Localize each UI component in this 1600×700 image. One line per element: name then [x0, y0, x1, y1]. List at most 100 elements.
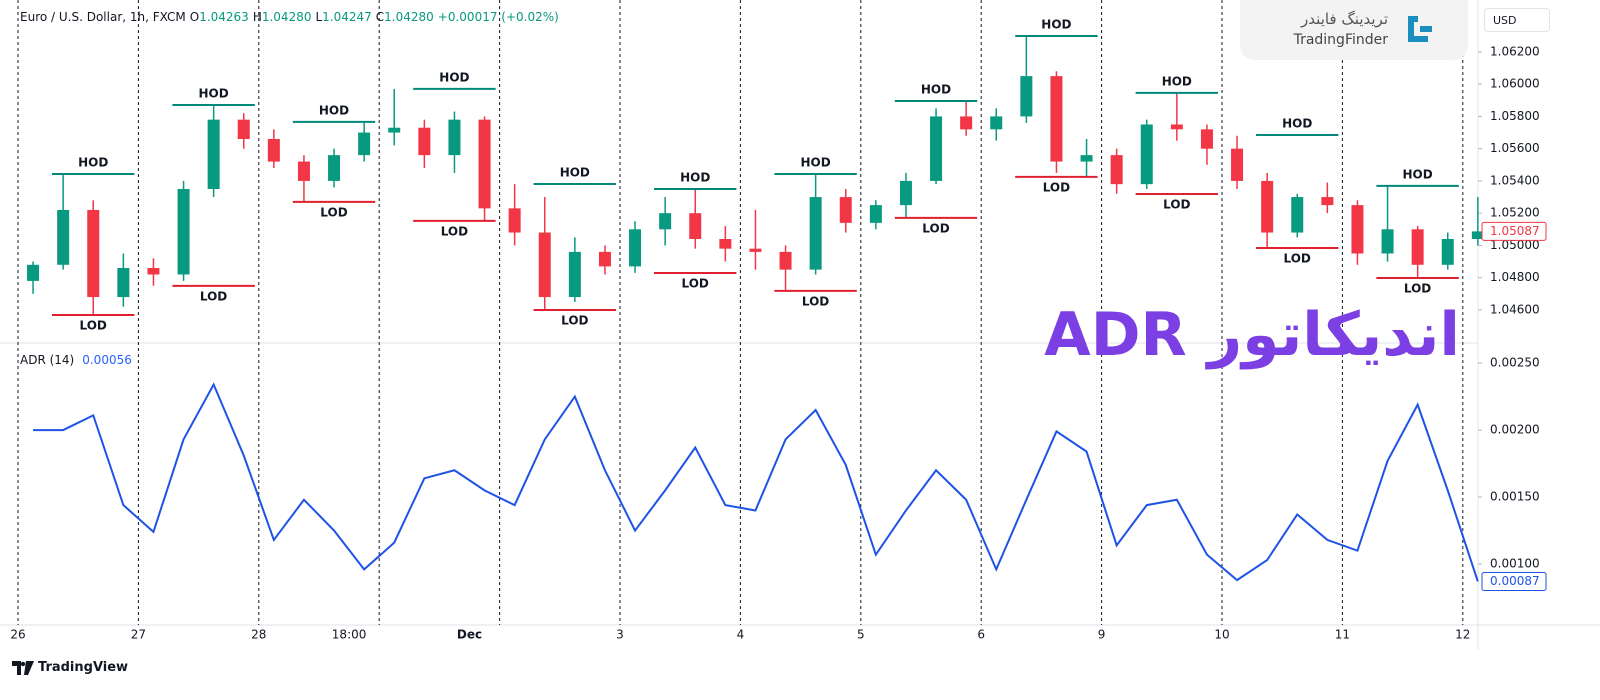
candle-body [328, 155, 341, 181]
level-label: LOD [200, 289, 227, 303]
candle-body [27, 264, 40, 281]
candle-body [358, 132, 371, 156]
level-label: HOD [921, 82, 951, 96]
level-label: LOD [802, 294, 829, 308]
candle-body [538, 232, 551, 298]
value: 1.04280 [261, 10, 312, 24]
x-tick-label: 11 [1335, 628, 1350, 642]
x-tick-label: 6 [977, 628, 985, 642]
level-label: LOD [922, 221, 949, 235]
legend-header: Euro / U.S. Dollar, 1h, FXCM O1.04263 H1… [20, 10, 559, 24]
y-tick-label: 0.00150 [1490, 490, 1540, 504]
candle-body [297, 161, 310, 181]
candle-body [990, 116, 1003, 130]
x-tick-label: 4 [737, 628, 745, 642]
level-label: LOD [1284, 252, 1311, 266]
x-tick-label: 28 [251, 628, 266, 642]
x-tick-label: 27 [131, 628, 146, 642]
candle-body [1321, 197, 1334, 206]
candle-body [177, 188, 190, 275]
candle-body [1170, 124, 1183, 130]
y-tick-label: 1.05800 [1490, 109, 1540, 123]
candle-body [1381, 229, 1394, 254]
watermark-logo [1408, 16, 1432, 42]
x-tick-label: 5 [857, 628, 865, 642]
candle-body [1231, 148, 1244, 181]
candle-body [267, 139, 280, 162]
level-label: LOD [561, 313, 588, 327]
indicator-header: ADR (14) 0.00056 [20, 353, 132, 367]
y-tick-label: 1.05400 [1490, 173, 1540, 187]
level-label: LOD [682, 277, 709, 291]
level-label: HOD [680, 170, 710, 184]
candle-body [568, 251, 581, 298]
level-label: HOD [1041, 17, 1071, 31]
level-label: LOD [1043, 180, 1070, 194]
candle-body [508, 208, 521, 233]
label: O [189, 10, 200, 24]
level-label: HOD [198, 86, 228, 100]
candle-body [1140, 124, 1153, 185]
ohlc-close: C1.04280 [376, 10, 434, 24]
ohlc-open: O1.04263 [190, 10, 249, 24]
candle-body [207, 119, 220, 189]
candle-body [87, 209, 100, 298]
value: 1.04263 [199, 10, 249, 24]
level-label: HOD [319, 103, 349, 117]
level-label: HOD [78, 155, 108, 169]
y-tick-label: 1.05600 [1490, 141, 1540, 155]
adr-line [33, 382, 1479, 582]
level-label: LOD [441, 224, 468, 238]
value: 1.04280 [384, 10, 434, 24]
level-label: HOD [1402, 167, 1432, 181]
y-tick-label: 0.00250 [1490, 356, 1540, 370]
candle-body [1411, 229, 1424, 265]
last-price-tag [1481, 221, 1547, 241]
label: C [375, 10, 385, 24]
level-label: LOD [320, 205, 347, 219]
level-label: HOD [1162, 74, 1192, 88]
tv-logo [12, 660, 34, 675]
candle-body [689, 213, 702, 239]
candle-body [1471, 231, 1484, 239]
level-label: LOD [80, 318, 107, 332]
level-label: HOD [439, 70, 469, 84]
last-value-tag [1481, 571, 1547, 591]
candle-body [57, 209, 70, 265]
watermark: تریدینگ فایندر TradingFinder [1240, 0, 1468, 60]
last-value-label: 0.00087 [1490, 574, 1540, 588]
candle-body [418, 127, 431, 156]
watermark-english: TradingFinder [1293, 32, 1388, 48]
level-label: LOD [1163, 197, 1190, 211]
level-label: HOD [560, 165, 590, 179]
candle-body [1080, 155, 1093, 162]
candle-body [237, 119, 250, 140]
y-tick-label: 1.04800 [1490, 270, 1540, 284]
candle-body [1261, 180, 1274, 233]
candle-body [629, 229, 642, 267]
candle-body [448, 119, 461, 156]
footer-text: TradingView [38, 660, 129, 675]
y-tick-label: 1.05000 [1490, 238, 1540, 252]
candle-body [147, 268, 160, 275]
candle-body [659, 213, 672, 230]
level-label: HOD [800, 155, 830, 169]
indicator-value: 0.00056 [82, 353, 132, 367]
candle-body [809, 197, 822, 270]
candle-body [1291, 197, 1304, 233]
candle-body [779, 251, 792, 270]
currency-button[interactable]: USD [1484, 8, 1550, 32]
label: L [315, 10, 323, 24]
candle-body [1020, 76, 1033, 117]
candle-body [117, 268, 130, 298]
last-price-label: 1.05087 [1490, 224, 1540, 238]
ohlc-low: L1.04247 [315, 10, 371, 24]
change: +0.00017 (+0.02%) [437, 10, 559, 24]
candle-body [719, 238, 732, 249]
candle-body [1050, 76, 1063, 162]
watermark-persian: تریدینگ فایندر [1301, 10, 1388, 28]
symbol: Euro / U.S. Dollar, 1h, FXCM [20, 10, 186, 24]
candle-body [839, 197, 852, 223]
